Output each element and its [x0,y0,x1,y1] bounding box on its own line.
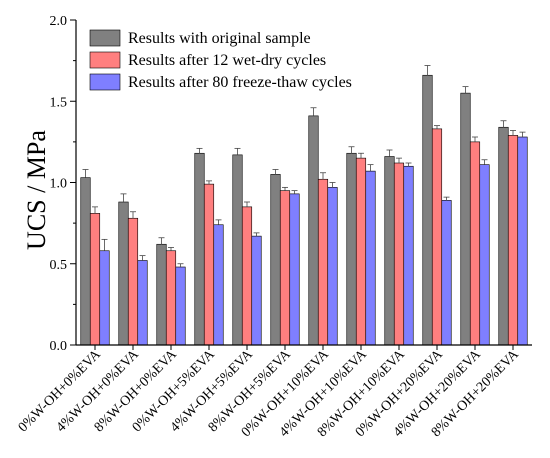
legend-swatch [89,73,121,91]
bar [279,190,291,346]
legend-swatch [89,51,121,69]
legend-swatch [89,29,121,47]
bar [422,74,433,346]
legend-label: Results after 12 wet-dry cycles [128,52,326,69]
bar [194,152,205,346]
y-tick-label: 0.5 [50,258,68,273]
bar [203,183,215,346]
y-tick-label: 2.0 [50,14,68,29]
bar [393,162,405,346]
bar [460,92,471,346]
bar [498,126,509,346]
legend-label: Results after 80 freeze-thaw cycles [128,74,352,91]
bar [270,174,281,346]
bar [156,243,167,346]
bar [137,260,148,346]
bar [80,177,91,346]
bar [289,193,300,346]
bar [327,187,338,346]
bar [175,266,186,346]
bar [507,135,519,346]
bar [479,164,490,346]
bar [365,170,376,346]
bar [517,136,528,346]
y-tick-label: 1.0 [50,177,68,192]
bar [251,235,262,346]
bar [213,224,224,346]
y-tick-label: 0.0 [50,339,68,354]
bar [232,154,243,346]
bar [118,201,129,346]
bar [308,115,319,346]
bar [165,250,177,346]
bar [346,152,357,346]
y-axis-label: UCS / MPa [22,130,51,250]
bar [441,200,452,346]
legend: Results with original sample Results afte… [89,29,352,91]
bar [355,157,367,346]
bar [431,128,443,346]
bar [241,206,253,346]
bar [384,156,395,346]
bar [127,217,139,346]
y-tick-label: 1.5 [50,95,68,110]
legend-label: Results with original sample [128,30,311,47]
bar [403,165,414,346]
bar [99,250,110,346]
bar [89,213,101,346]
bar [317,178,329,346]
bar [469,141,481,346]
